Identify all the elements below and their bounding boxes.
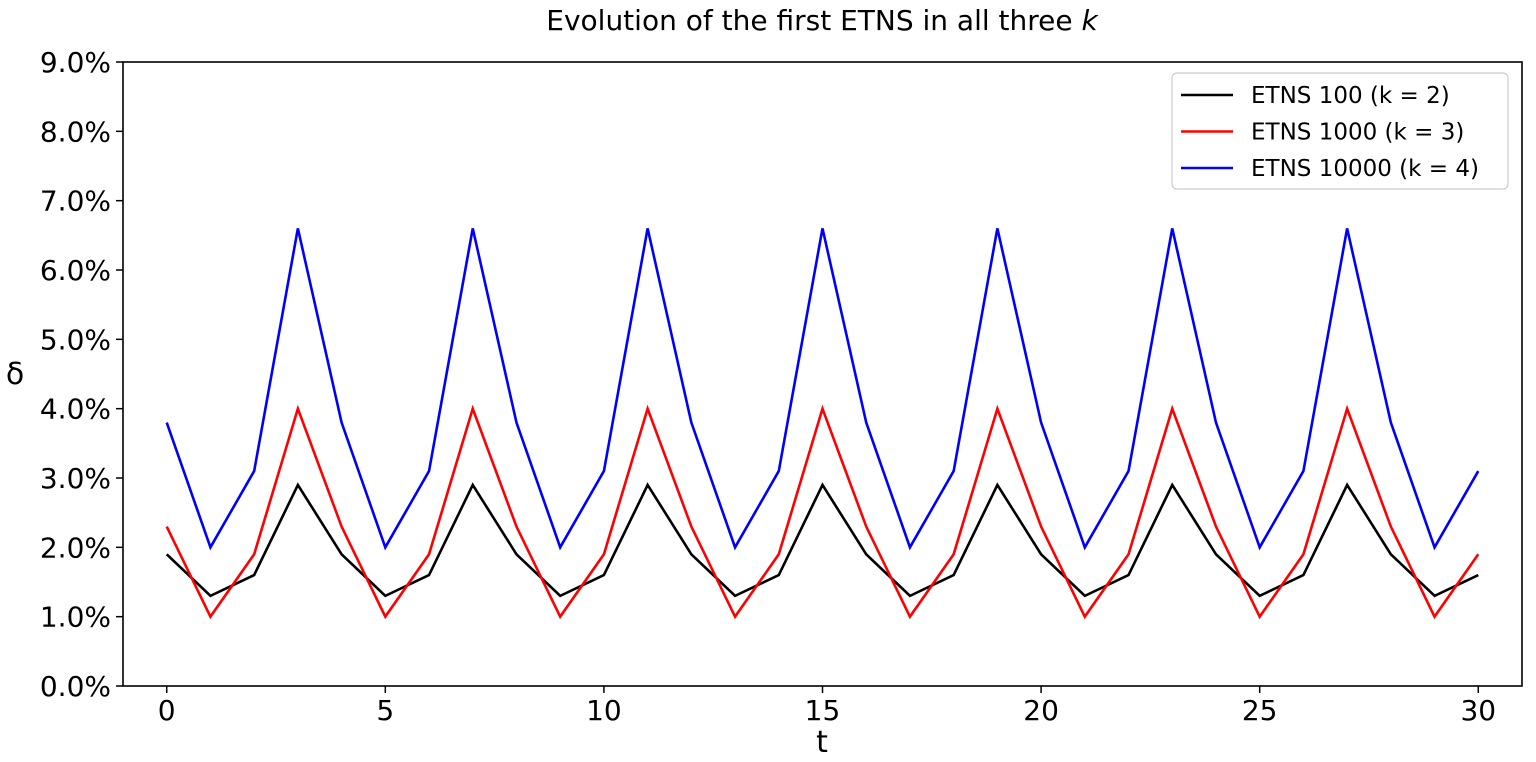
plot-frame bbox=[122, 61, 1523, 687]
chart-title: Evolution of the first ETNS in all three… bbox=[546, 4, 1099, 37]
y-tick-label: 1.0% bbox=[40, 601, 111, 634]
y-tick-label: 9.0% bbox=[40, 46, 111, 79]
y-tick-label: 2.0% bbox=[40, 531, 111, 564]
y-tick-label: 8.0% bbox=[40, 115, 111, 148]
y-tick-label: 5.0% bbox=[40, 323, 111, 356]
legend-label: ETNS 1000 (k = 3) bbox=[1251, 120, 1464, 146]
x-tick-label: 25 bbox=[1242, 694, 1278, 727]
x-tick-label: 15 bbox=[805, 694, 841, 727]
x-tick-label: 0 bbox=[158, 694, 176, 727]
y-axis-ticks: 0.0% 1.0% 2.0% 3.0% 4.0% 5.0% 6.0% 7.0% 8.0% 9.0% bbox=[40, 46, 123, 703]
series-line-1 bbox=[165, 404, 1480, 620]
y-tick-label: 4.0% bbox=[40, 393, 111, 426]
legend: ETNS 100 (k = 2) ETNS 1000 (k = 3) ETNS 10… bbox=[1171, 72, 1509, 190]
y-tick-label: 0.0% bbox=[40, 670, 111, 703]
y-tick-label: 6.0% bbox=[40, 254, 111, 287]
plot-lines bbox=[165, 228, 1480, 620]
y-axis-label: δ bbox=[6, 357, 24, 392]
legend-box bbox=[1171, 72, 1509, 190]
chart-title-main: Evolution of the first ETNS in all three bbox=[546, 4, 1081, 37]
legend-label: ETNS 100 (k = 2) bbox=[1251, 83, 1450, 109]
x-tick-label: 5 bbox=[376, 694, 394, 727]
series-line-0 bbox=[165, 482, 1479, 598]
chart-title-italic: k bbox=[1082, 4, 1100, 37]
x-tick-label: 10 bbox=[586, 694, 622, 727]
series-line-2 bbox=[165, 228, 1480, 551]
legend-label: ETNS 10000 (k = 4) bbox=[1251, 156, 1479, 182]
x-tick-label: 30 bbox=[1460, 694, 1496, 727]
x-axis-label: t bbox=[816, 725, 828, 760]
x-tick-label: 20 bbox=[1023, 694, 1059, 727]
y-tick-label: 3.0% bbox=[40, 462, 111, 495]
y-tick-label: 7.0% bbox=[40, 185, 111, 218]
x-axis-ticks: 0 5 10 15 20 25 30 bbox=[158, 686, 1496, 727]
